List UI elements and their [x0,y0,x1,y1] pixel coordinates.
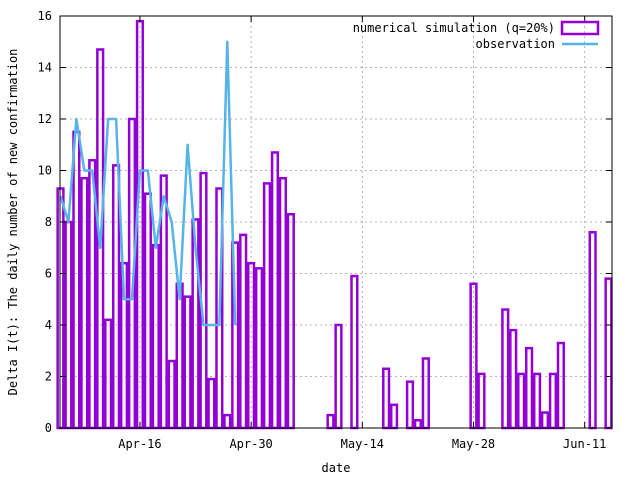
y-tick-label: 2 [45,370,52,384]
simulation-bar [207,377,216,430]
simulation-bar [517,372,526,430]
legend: numerical simulation (q=20%) observation [353,20,600,51]
simulation-bar [389,403,399,430]
simulation-bar [286,213,295,430]
x-tick-label: Apr-30 [229,437,272,451]
simulation-bar [64,220,73,430]
simulation-bars [56,19,613,430]
simulation-bar [262,182,272,430]
simulation-bar [143,192,152,430]
x-tick-label: May-14 [341,437,384,451]
simulation-bar [588,231,597,430]
legend-label-simulation: numerical simulation (q=20%) [353,21,555,35]
simulation-bar [175,282,184,430]
y-tick-label: 8 [45,215,52,229]
simulation-bar [72,130,81,430]
legend-swatch-simulation [560,20,600,36]
simulation-bar [413,419,423,430]
simulation-bar [151,243,160,430]
axis-ticks: 0 2 4 6 8 10 12 14 16 Apr-16 Apr-30 May-14 May-28 Jun… [38,9,612,451]
x-axis-label: date [322,461,351,475]
simulation-bar [548,372,558,430]
simulation-bar [111,164,121,430]
simulation-bar [525,346,534,430]
simulation-bar [239,233,248,430]
simulation-bar [405,380,415,430]
legend-label-observation: observation [476,37,555,51]
simulation-bar [334,323,343,430]
y-tick-label: 16 [38,9,52,23]
y-tick-label: 14 [38,61,52,75]
simulation-bar [104,318,113,430]
simulation-bar [350,274,359,430]
y-tick-label: 6 [45,267,52,281]
simulation-bar [382,367,391,430]
simulation-bar [167,359,176,430]
simulation-bar [278,176,287,430]
x-tick-label: Apr-16 [118,437,161,451]
simulation-bar [223,413,232,430]
simulation-bar [604,277,613,430]
x-tick-label: Jun-11 [563,437,606,451]
simulation-bar [477,372,486,430]
simulation-bar [501,308,510,430]
simulation-bar [421,357,430,430]
simulation-bar [509,328,518,430]
simulation-bar [183,295,192,430]
simulation-bar [532,372,542,430]
y-tick-label: 4 [45,318,52,332]
simulation-bar [270,151,280,430]
simulation-bar [80,176,89,430]
observation-line-group [59,40,237,327]
simulation-bar [556,341,565,430]
y-tick-label: 0 [45,421,52,435]
y-tick-label: 10 [38,164,52,178]
y-tick-label: 12 [38,112,52,126]
simulation-bar [540,411,550,430]
simulation-bar [326,413,335,430]
observation-line [59,40,237,327]
x-tick-label: May-28 [452,437,495,451]
y-axis-label: Delta I(t): The daily number of new conf… [6,49,20,396]
simulation-bar [254,267,264,430]
